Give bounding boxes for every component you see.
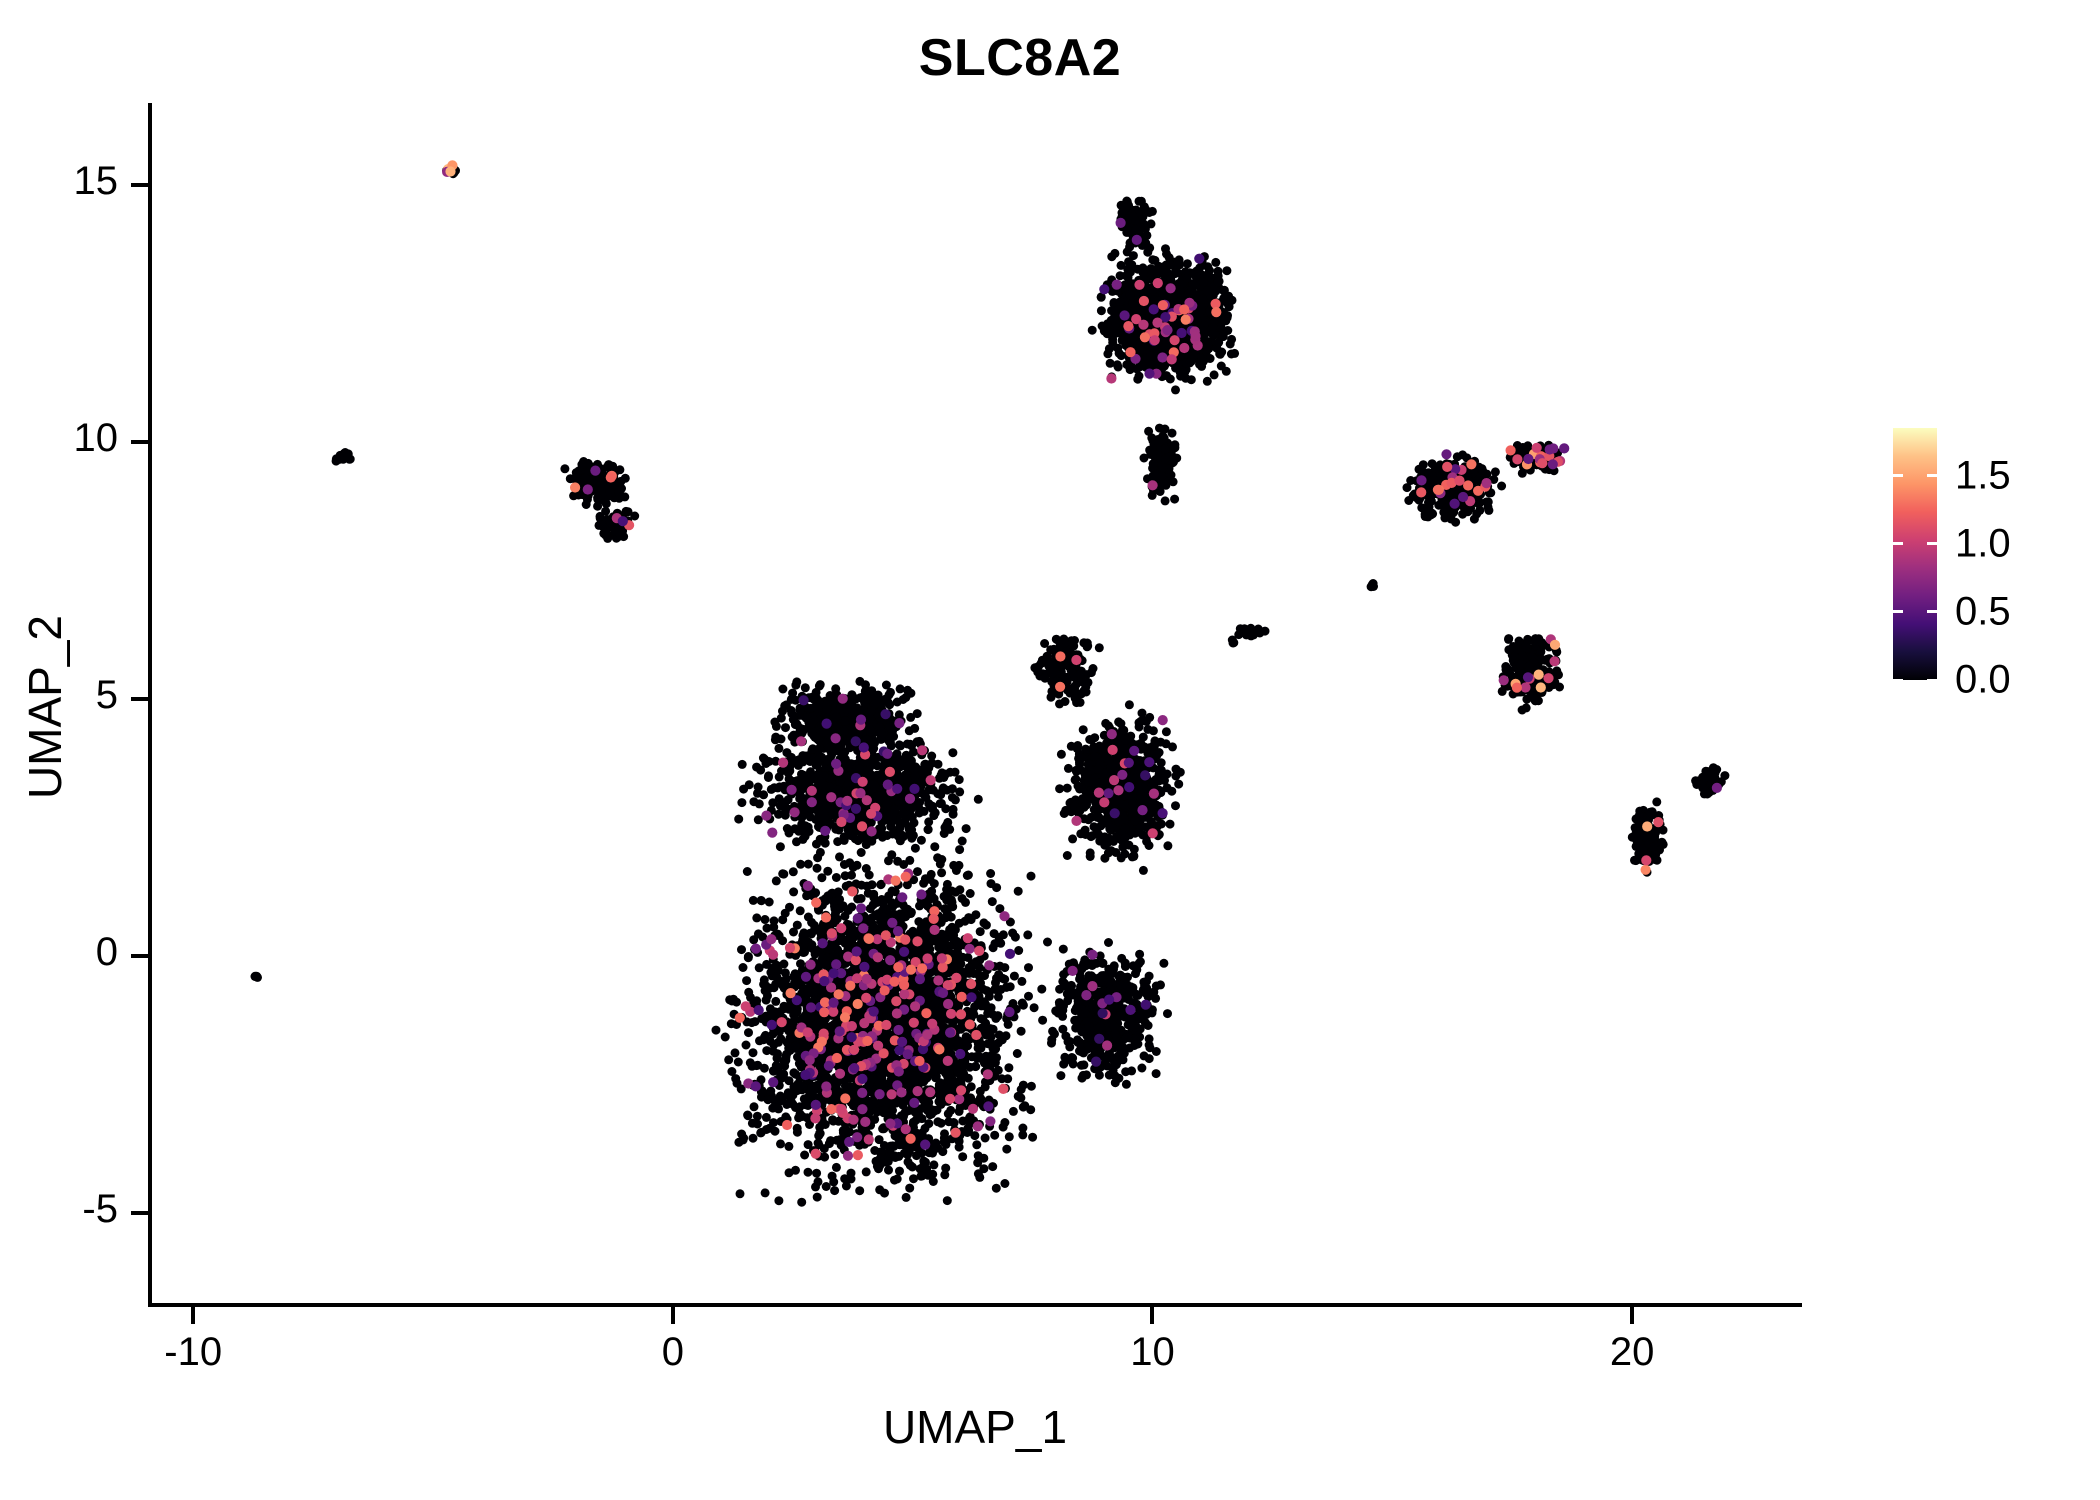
colorbar-legend: 1.5 1.0 0.5 0.0	[1893, 428, 2011, 702]
x-axis-title: UMAP_1	[882, 1401, 1068, 1453]
x-tick-mark	[1150, 1307, 1155, 1324]
y-tick-mark	[131, 696, 148, 701]
x-tick-mark	[1630, 1307, 1635, 1324]
colorbar-tick-mark	[1893, 610, 1903, 614]
points-baseline	[250, 163, 1730, 1207]
y-axis-title: UMAP_2	[19, 614, 71, 800]
y-axis-line	[148, 103, 152, 1307]
x-tick-label: 10	[1130, 1330, 1175, 1374]
colorbar-tick-label: 0.5	[1955, 589, 2011, 634]
y-tick-label: -5	[82, 1186, 118, 1231]
colorbar-tick-label: 0.0	[1955, 657, 2011, 702]
colorbar-tick-mark	[1893, 474, 1903, 478]
x-tick-label: 0	[661, 1330, 684, 1374]
colorbar-tick-mark	[1927, 542, 1937, 546]
x-tick-mark	[191, 1307, 196, 1324]
y-tick-mark	[131, 953, 148, 958]
y-tick-label: 0	[95, 929, 118, 974]
y-tick-label: 5	[95, 672, 118, 717]
colorbar-tick-label: 1.5	[1955, 453, 2011, 498]
y-tick-mark	[131, 1210, 148, 1215]
x-tick-label: 20	[1609, 1330, 1655, 1374]
colorbar-tick-mark	[1893, 542, 1903, 546]
scatter-layer	[250, 160, 1730, 1207]
x-tick-label: -10	[164, 1330, 223, 1374]
y-tick-label: 15	[73, 159, 119, 204]
page-title: SLC8A2	[918, 29, 1122, 87]
x-axis-line	[148, 1303, 1802, 1307]
colorbar-tick-label: 1.0	[1955, 521, 2011, 566]
colorbar-tick-mark	[1927, 678, 1937, 682]
colorbar-tick-mark	[1927, 610, 1937, 614]
colorbar-tick-mark	[1893, 678, 1903, 682]
x-tick-mark	[670, 1307, 675, 1324]
plot-panel	[150, 103, 1800, 1305]
y-tick-mark	[131, 440, 148, 445]
points-expressing	[442, 160, 1722, 1161]
y-tick-label: 10	[73, 416, 119, 461]
colorbar-gradient	[1893, 428, 1937, 682]
colorbar-tick-mark	[1927, 474, 1937, 478]
y-tick-mark	[131, 183, 148, 188]
